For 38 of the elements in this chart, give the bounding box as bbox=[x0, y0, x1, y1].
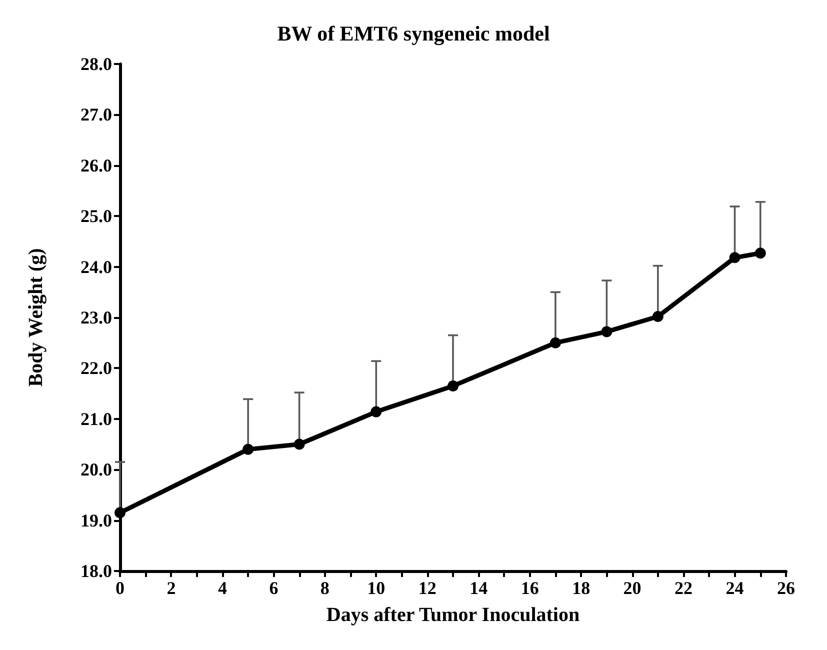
y-tick-label: 18.0 bbox=[80, 561, 112, 581]
point bbox=[729, 252, 740, 264]
x-tick-label: 2 bbox=[166, 578, 176, 598]
x-tick-label: 12 bbox=[418, 578, 436, 598]
x-tick-label: 24 bbox=[726, 578, 744, 598]
y-tick-label: 27.0 bbox=[80, 104, 112, 125]
x-tick-label: 6 bbox=[269, 578, 278, 598]
point bbox=[242, 444, 254, 455]
x-tick-label: 0 bbox=[116, 578, 124, 598]
x-tick-label: 22 bbox=[674, 578, 693, 598]
x-tick-label: 14 bbox=[470, 578, 488, 598]
y-tick-label: 25.0 bbox=[80, 206, 112, 226]
x-tick-label: 4 bbox=[218, 578, 227, 598]
x-axis-title: Days after Tumor Inoculation bbox=[326, 604, 580, 626]
x-tick-label: 26 bbox=[777, 578, 795, 598]
y-tick-label: 20.0 bbox=[80, 460, 112, 480]
chart-title: BW of EMT6 syngeneic model bbox=[277, 22, 550, 46]
point bbox=[550, 337, 561, 348]
x-tick-label: 8 bbox=[320, 578, 330, 598]
y-tick-label: 26.0 bbox=[80, 155, 112, 176]
x-tick-label: 18 bbox=[572, 578, 590, 598]
point bbox=[652, 310, 664, 322]
point bbox=[294, 438, 305, 450]
x-tick-label: 16 bbox=[520, 578, 539, 598]
point bbox=[601, 326, 612, 338]
y-tick-label: 24.0 bbox=[80, 256, 112, 277]
y-tick-label: 19.0 bbox=[80, 510, 112, 530]
point bbox=[370, 406, 382, 418]
point bbox=[754, 248, 766, 259]
point bbox=[114, 507, 126, 518]
x-tick-label: 20 bbox=[623, 578, 642, 598]
x-tick-label: 10 bbox=[367, 578, 386, 598]
y-tick-label: 28.0 bbox=[80, 54, 112, 74]
y-tick-label: 23.0 bbox=[80, 308, 112, 328]
y-tick-label: 21.0 bbox=[80, 408, 112, 429]
y-axis-title: Body Weight (g) bbox=[25, 248, 47, 387]
point bbox=[448, 380, 458, 392]
y-tick-label: 22.0 bbox=[80, 358, 112, 378]
